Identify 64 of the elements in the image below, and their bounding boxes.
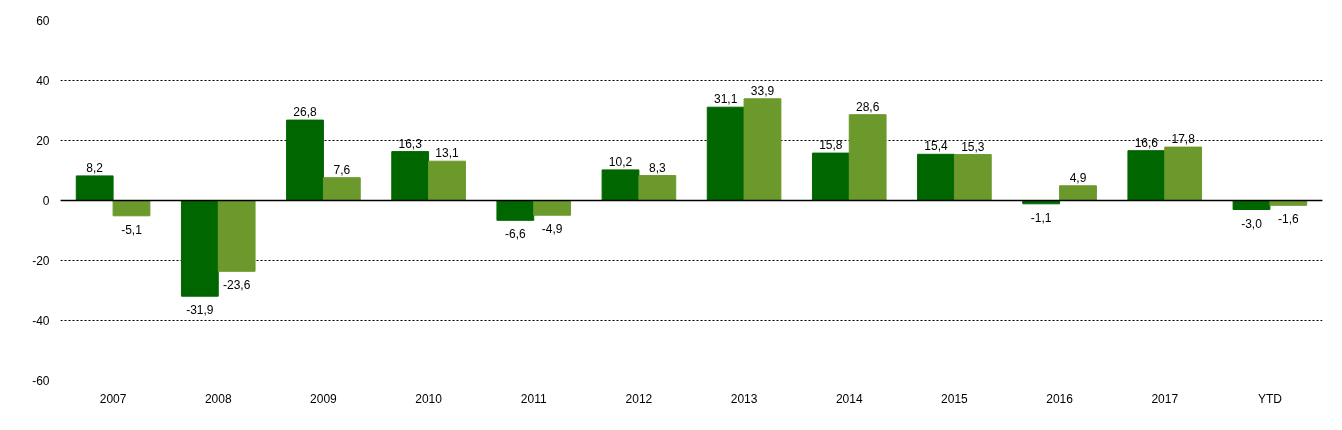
data-label: -5,1: [121, 222, 143, 237]
bar: [533, 200, 572, 216]
bar: [811, 152, 850, 201]
x-tick-label: 2011: [520, 391, 547, 406]
x-tick-label: YTD: [1257, 391, 1283, 406]
data-label: -23,6: [222, 278, 251, 293]
bar: [286, 119, 324, 201]
bar: [953, 154, 992, 201]
bar: [391, 151, 430, 201]
bar: [180, 200, 219, 297]
bar: [112, 200, 151, 217]
data-label: 33,9: [750, 83, 775, 98]
data-label: -31,9: [186, 303, 214, 318]
bar: [75, 175, 114, 201]
x-tick-label: 2007: [99, 391, 127, 406]
data-label: -6,6: [505, 227, 527, 242]
bar: [496, 200, 535, 221]
bar: [601, 169, 640, 201]
data-label: 7,6: [333, 162, 351, 177]
data-label: 15,3: [961, 139, 985, 154]
data-label: 31,1: [714, 92, 738, 107]
bar: [743, 98, 782, 201]
data-label: 15,4: [924, 139, 949, 154]
bar: [638, 175, 677, 201]
x-tick-label: 2017: [1151, 391, 1179, 406]
bar: [1164, 146, 1203, 201]
data-label: 15,8: [819, 138, 843, 153]
data-label: -4,9: [541, 222, 563, 237]
data-label: 28,6: [855, 99, 880, 114]
y-tick-label: 60: [36, 14, 50, 28]
bar: [917, 153, 955, 201]
y-tick-label: -20: [32, 254, 50, 268]
x-tick-label: 2012: [625, 391, 653, 406]
bar: [1232, 200, 1271, 210]
data-label: 8,3: [648, 160, 666, 175]
data-label: -1,6: [1277, 212, 1299, 227]
x-tick-label: 2014: [835, 391, 863, 406]
data-label: 26,8: [293, 105, 318, 120]
data-label: 4,9: [1069, 170, 1087, 185]
bar: [322, 177, 361, 201]
bar: [706, 106, 745, 201]
data-label: 13,1: [435, 146, 459, 161]
data-label: 10,2: [608, 154, 633, 169]
x-tick-label: 2015: [941, 391, 969, 406]
data-label: 16,6: [1134, 135, 1159, 150]
y-tick-label: 20: [36, 134, 50, 148]
data-label: -3,0: [1241, 216, 1263, 231]
bar: [1059, 185, 1097, 201]
y-tick-label: 0: [42, 194, 50, 208]
y-tick-label: -60: [32, 374, 50, 388]
bar: [1127, 150, 1166, 201]
y-tick-label: 40: [36, 74, 50, 88]
x-tick-label: 2010: [415, 391, 443, 406]
bar: [428, 160, 466, 201]
data-label: -1,1: [1030, 210, 1052, 225]
x-tick-label: 2013: [730, 391, 758, 406]
y-tick-label: -40: [32, 314, 50, 328]
data-label: 8,2: [86, 160, 104, 175]
x-tick-label: 2016: [1046, 391, 1074, 406]
x-tick-label: 2008: [204, 391, 232, 406]
data-label: 16,3: [398, 136, 423, 151]
bar: [217, 200, 256, 272]
bar: [848, 114, 887, 201]
x-tick-label: 2009: [310, 391, 338, 406]
